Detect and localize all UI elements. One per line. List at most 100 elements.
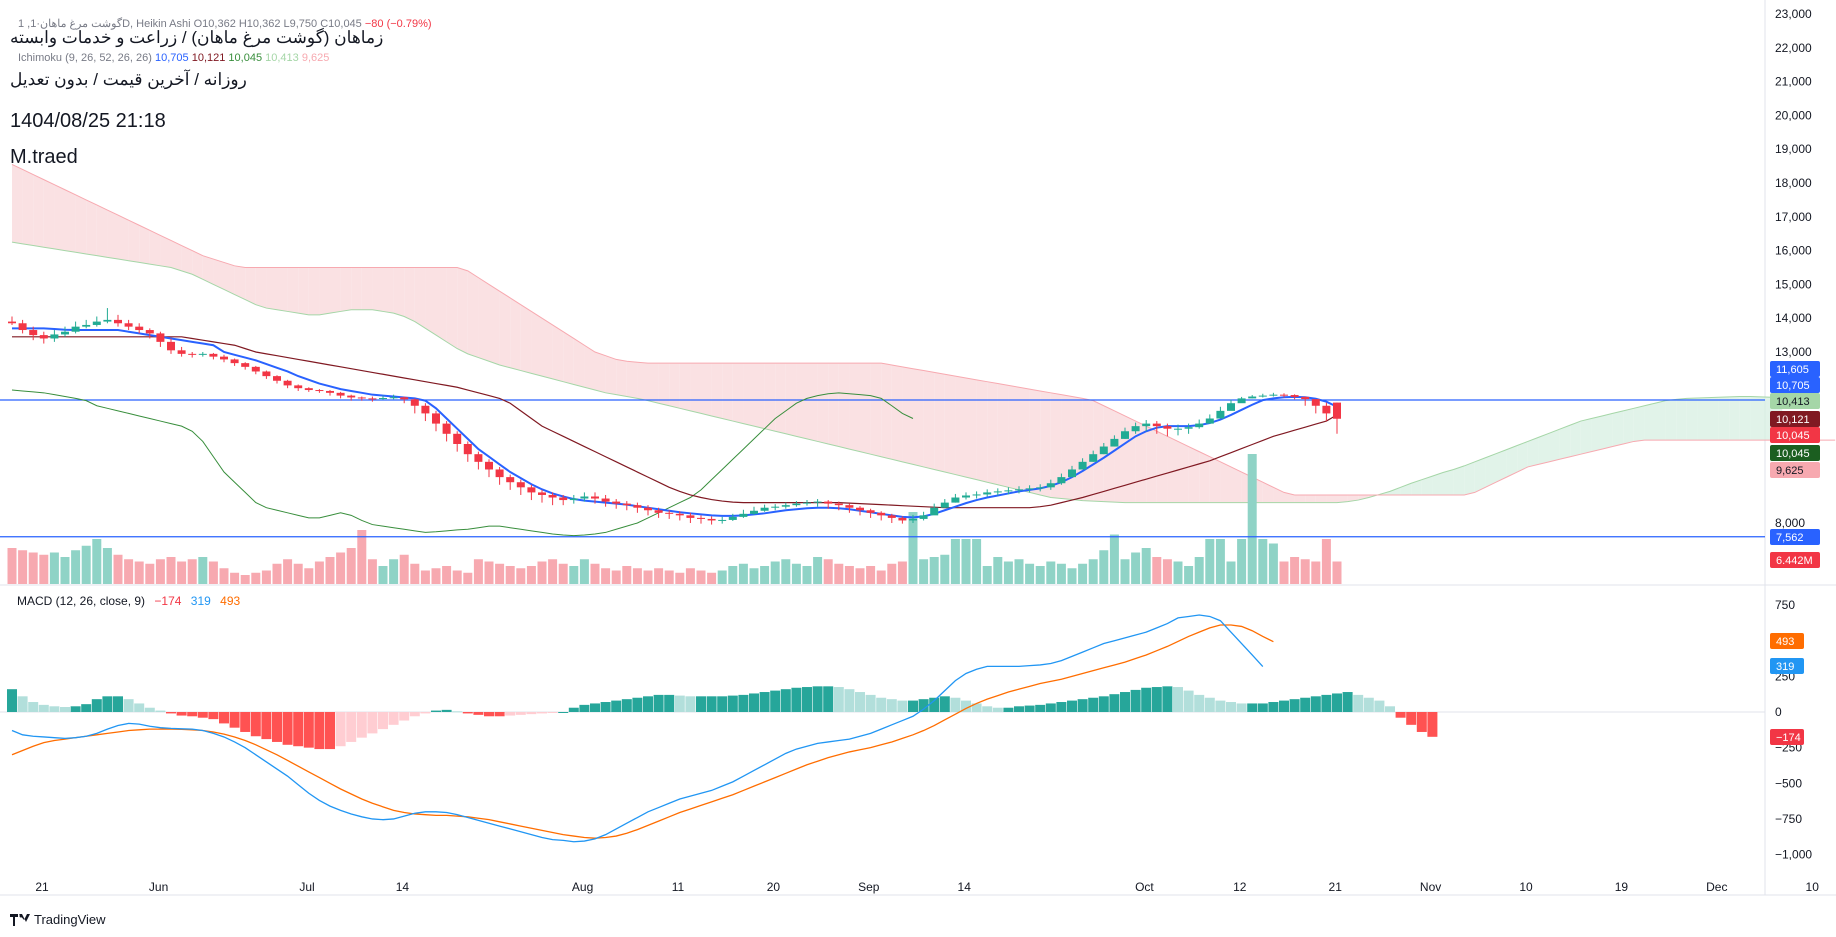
cloud-segment <box>520 304 532 374</box>
cloud-segment <box>1686 398 1698 441</box>
ichimoku-conversion-value: 10,705 <box>154 52 189 64</box>
axes: 23,000 22,000 21,000 20,000 19,000 18,000 17,0… <box>35 7 1820 894</box>
macd-histogram-bar <box>886 699 897 712</box>
volume-bar <box>1332 561 1342 584</box>
price-badge <box>1770 552 1820 568</box>
candle-body <box>813 501 822 503</box>
candle-body <box>71 326 80 332</box>
candle-body <box>707 518 716 521</box>
volume-bar <box>982 566 992 584</box>
volume-bar <box>760 566 770 584</box>
volume-bar <box>993 557 1003 584</box>
macd-histogram-bar <box>1416 712 1427 732</box>
macd-histogram-bar <box>812 686 823 712</box>
candle-body <box>273 376 281 381</box>
macd-histogram-bar <box>1342 692 1353 712</box>
candle-body <box>315 390 324 392</box>
volume-bar <box>283 559 293 584</box>
price-badge <box>1770 377 1820 393</box>
cloud-segment <box>997 383 1009 488</box>
cloud-segment <box>1178 441 1189 503</box>
macd-histogram-bar <box>547 712 558 713</box>
macd-histogram-bar <box>685 696 696 712</box>
price-axis-label: 17,000 <box>1775 210 1812 224</box>
cloud-segment <box>1326 494 1337 503</box>
macd-histogram-bar <box>1098 696 1109 712</box>
volume-bar <box>1194 557 1204 584</box>
macd-histogram-bar <box>250 712 261 737</box>
tradingview-logo[interactable]: TradingView <box>10 912 106 927</box>
span-a-line <box>11 241 1783 504</box>
ohlc-legend: 1 ,گوشت مرغ ماهان·1D, Heikin Ashi O10,36… <box>18 17 432 30</box>
volume-bar <box>187 559 197 584</box>
candle-body <box>1237 398 1246 404</box>
macd-histogram-bar <box>876 697 887 712</box>
candle-body <box>1290 395 1299 397</box>
cloud-segment <box>1496 449 1507 483</box>
volume-bar <box>389 559 399 584</box>
cloud-segment <box>1739 396 1751 441</box>
price-badge <box>1770 462 1820 478</box>
volume-bar <box>1003 561 1013 584</box>
price-badge-label: 10,121 <box>1776 414 1810 426</box>
macd-histogram-bar <box>643 696 653 712</box>
volume-bar <box>929 557 939 584</box>
cloud-segment <box>817 363 829 444</box>
cloud-segment <box>1655 400 1666 441</box>
volume-bar <box>940 554 950 584</box>
cloud-segment <box>1453 465 1465 495</box>
price-badge <box>1770 361 1820 377</box>
candle-body <box>1089 454 1098 462</box>
price-axis-label: 23,000 <box>1775 7 1812 21</box>
volume-bar <box>823 559 833 584</box>
ohlc-line: 1 ,گوشت مرغ ماهان·1D, Heikin Ashi O10,36… <box>18 18 362 30</box>
cloud-segment <box>277 267 288 312</box>
cloud-segment <box>1061 394 1072 500</box>
macd-histogram-bar <box>717 696 728 712</box>
volume-bar <box>961 539 971 584</box>
conversion-line <box>12 327 1338 519</box>
macd-histogram-bar <box>388 712 399 725</box>
cloud-segment <box>12 164 23 244</box>
volume-bar <box>28 552 38 584</box>
cloud-segment <box>160 235 171 268</box>
candle-body <box>1269 394 1278 396</box>
cloud-segment <box>361 267 373 310</box>
cloud-segment <box>1602 413 1613 450</box>
macd-badge-label: 319 <box>1776 661 1794 673</box>
time-axis-label: 21 <box>1329 880 1343 894</box>
candle-body <box>887 515 896 518</box>
cloud-segment <box>499 291 511 368</box>
cloud-segment <box>1093 400 1104 502</box>
candle-body <box>665 512 674 514</box>
price-axis-label: 21,000 <box>1775 75 1812 89</box>
volume-bar <box>685 568 695 584</box>
cloud-segment <box>913 368 924 467</box>
cloud-segment <box>467 270 479 358</box>
cloud-segment <box>1665 399 1677 441</box>
volume-bar <box>452 570 462 584</box>
volume-bar <box>611 570 621 584</box>
candle-body <box>114 319 122 324</box>
macd-axis-label: 750 <box>1775 598 1795 612</box>
volume-bar <box>113 554 123 584</box>
cloud-segment <box>319 267 330 315</box>
volume-bar <box>7 548 17 584</box>
macd-histogram-bar <box>674 695 685 712</box>
volume-bar <box>1300 559 1310 584</box>
cloud-segment <box>489 284 500 365</box>
candle-body <box>347 395 356 398</box>
macd-histogram-bar <box>123 699 134 712</box>
cloud-segment <box>43 179 55 249</box>
macd-histogram-bar <box>939 696 950 712</box>
volume-bar <box>293 563 303 584</box>
price-badge-label: 10,045 <box>1776 430 1810 442</box>
macd-histogram-bar <box>1120 692 1130 712</box>
price-badge <box>1770 529 1820 545</box>
volume-bar <box>251 572 261 584</box>
macd-histogram-bar <box>590 703 600 712</box>
macd-histogram-bar <box>219 712 229 724</box>
macd-histogram-bar <box>378 712 388 730</box>
span-b-line <box>11 163 1836 496</box>
cloud-segment <box>1708 397 1719 441</box>
